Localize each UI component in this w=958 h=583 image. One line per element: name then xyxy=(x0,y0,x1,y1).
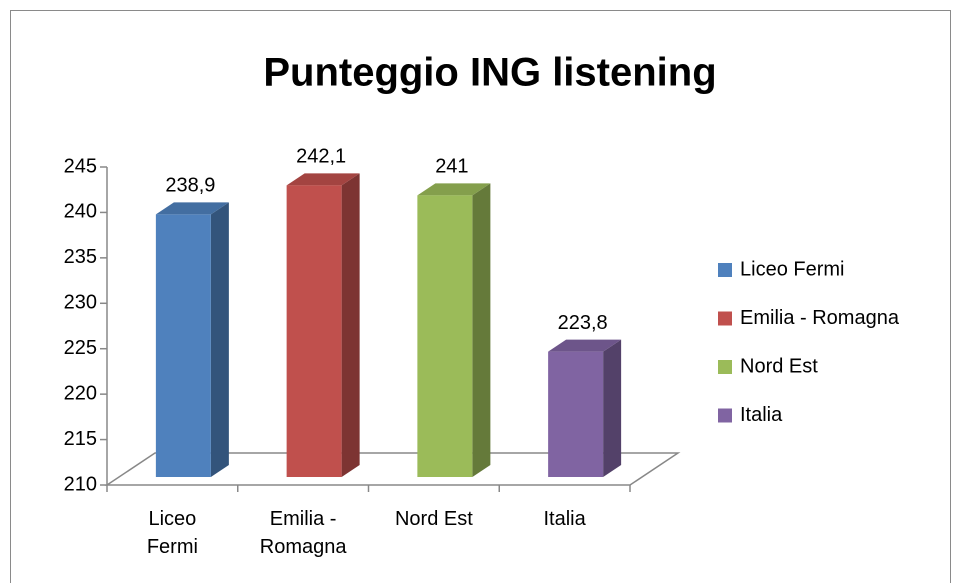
legend-swatch xyxy=(718,408,732,423)
bar-top xyxy=(548,339,622,352)
x-tick-label: Italia xyxy=(543,508,586,530)
bar xyxy=(548,351,604,477)
legend-label: Italia xyxy=(740,404,783,426)
legend-label: Emilia - Romagna xyxy=(740,307,900,329)
x-tick-label: Emilia - Romagna xyxy=(259,508,347,558)
legend-swatch xyxy=(718,263,732,277)
bar-side xyxy=(341,173,360,477)
bar-side xyxy=(603,339,622,477)
bar-top xyxy=(417,183,491,196)
y-tick-label: 220 xyxy=(64,382,97,404)
legend-swatch xyxy=(718,311,732,326)
bar-top xyxy=(155,202,229,215)
y-tick-label: 230 xyxy=(64,292,97,314)
y-tick-label: 215 xyxy=(64,428,97,450)
legend-swatch xyxy=(718,360,732,374)
y-tick-label: 210 xyxy=(64,473,97,495)
x-tick-label: Liceo Fermi xyxy=(146,508,198,558)
bar xyxy=(155,214,211,477)
bar xyxy=(417,195,473,478)
bar-side xyxy=(472,183,491,478)
bar-side xyxy=(210,202,229,477)
y-tick-label: 240 xyxy=(64,201,97,223)
chart-title: Punteggio ING listening xyxy=(263,51,716,95)
y-tick-label: 225 xyxy=(64,337,97,359)
floor xyxy=(104,452,681,486)
data-label: 242,1 xyxy=(296,146,346,168)
data-label: 238,9 xyxy=(165,175,215,197)
y-tick-label: 245 xyxy=(64,155,97,177)
legend-label: Liceo Fermi xyxy=(740,258,844,280)
bar xyxy=(286,185,342,477)
x-tick-label: Nord Est xyxy=(394,508,473,530)
data-label: 241 xyxy=(435,156,468,178)
data-label: 223,8 xyxy=(558,312,608,334)
bar-top xyxy=(286,173,360,186)
legend-label: Nord Est xyxy=(740,355,818,377)
y-tick-label: 235 xyxy=(64,246,97,268)
